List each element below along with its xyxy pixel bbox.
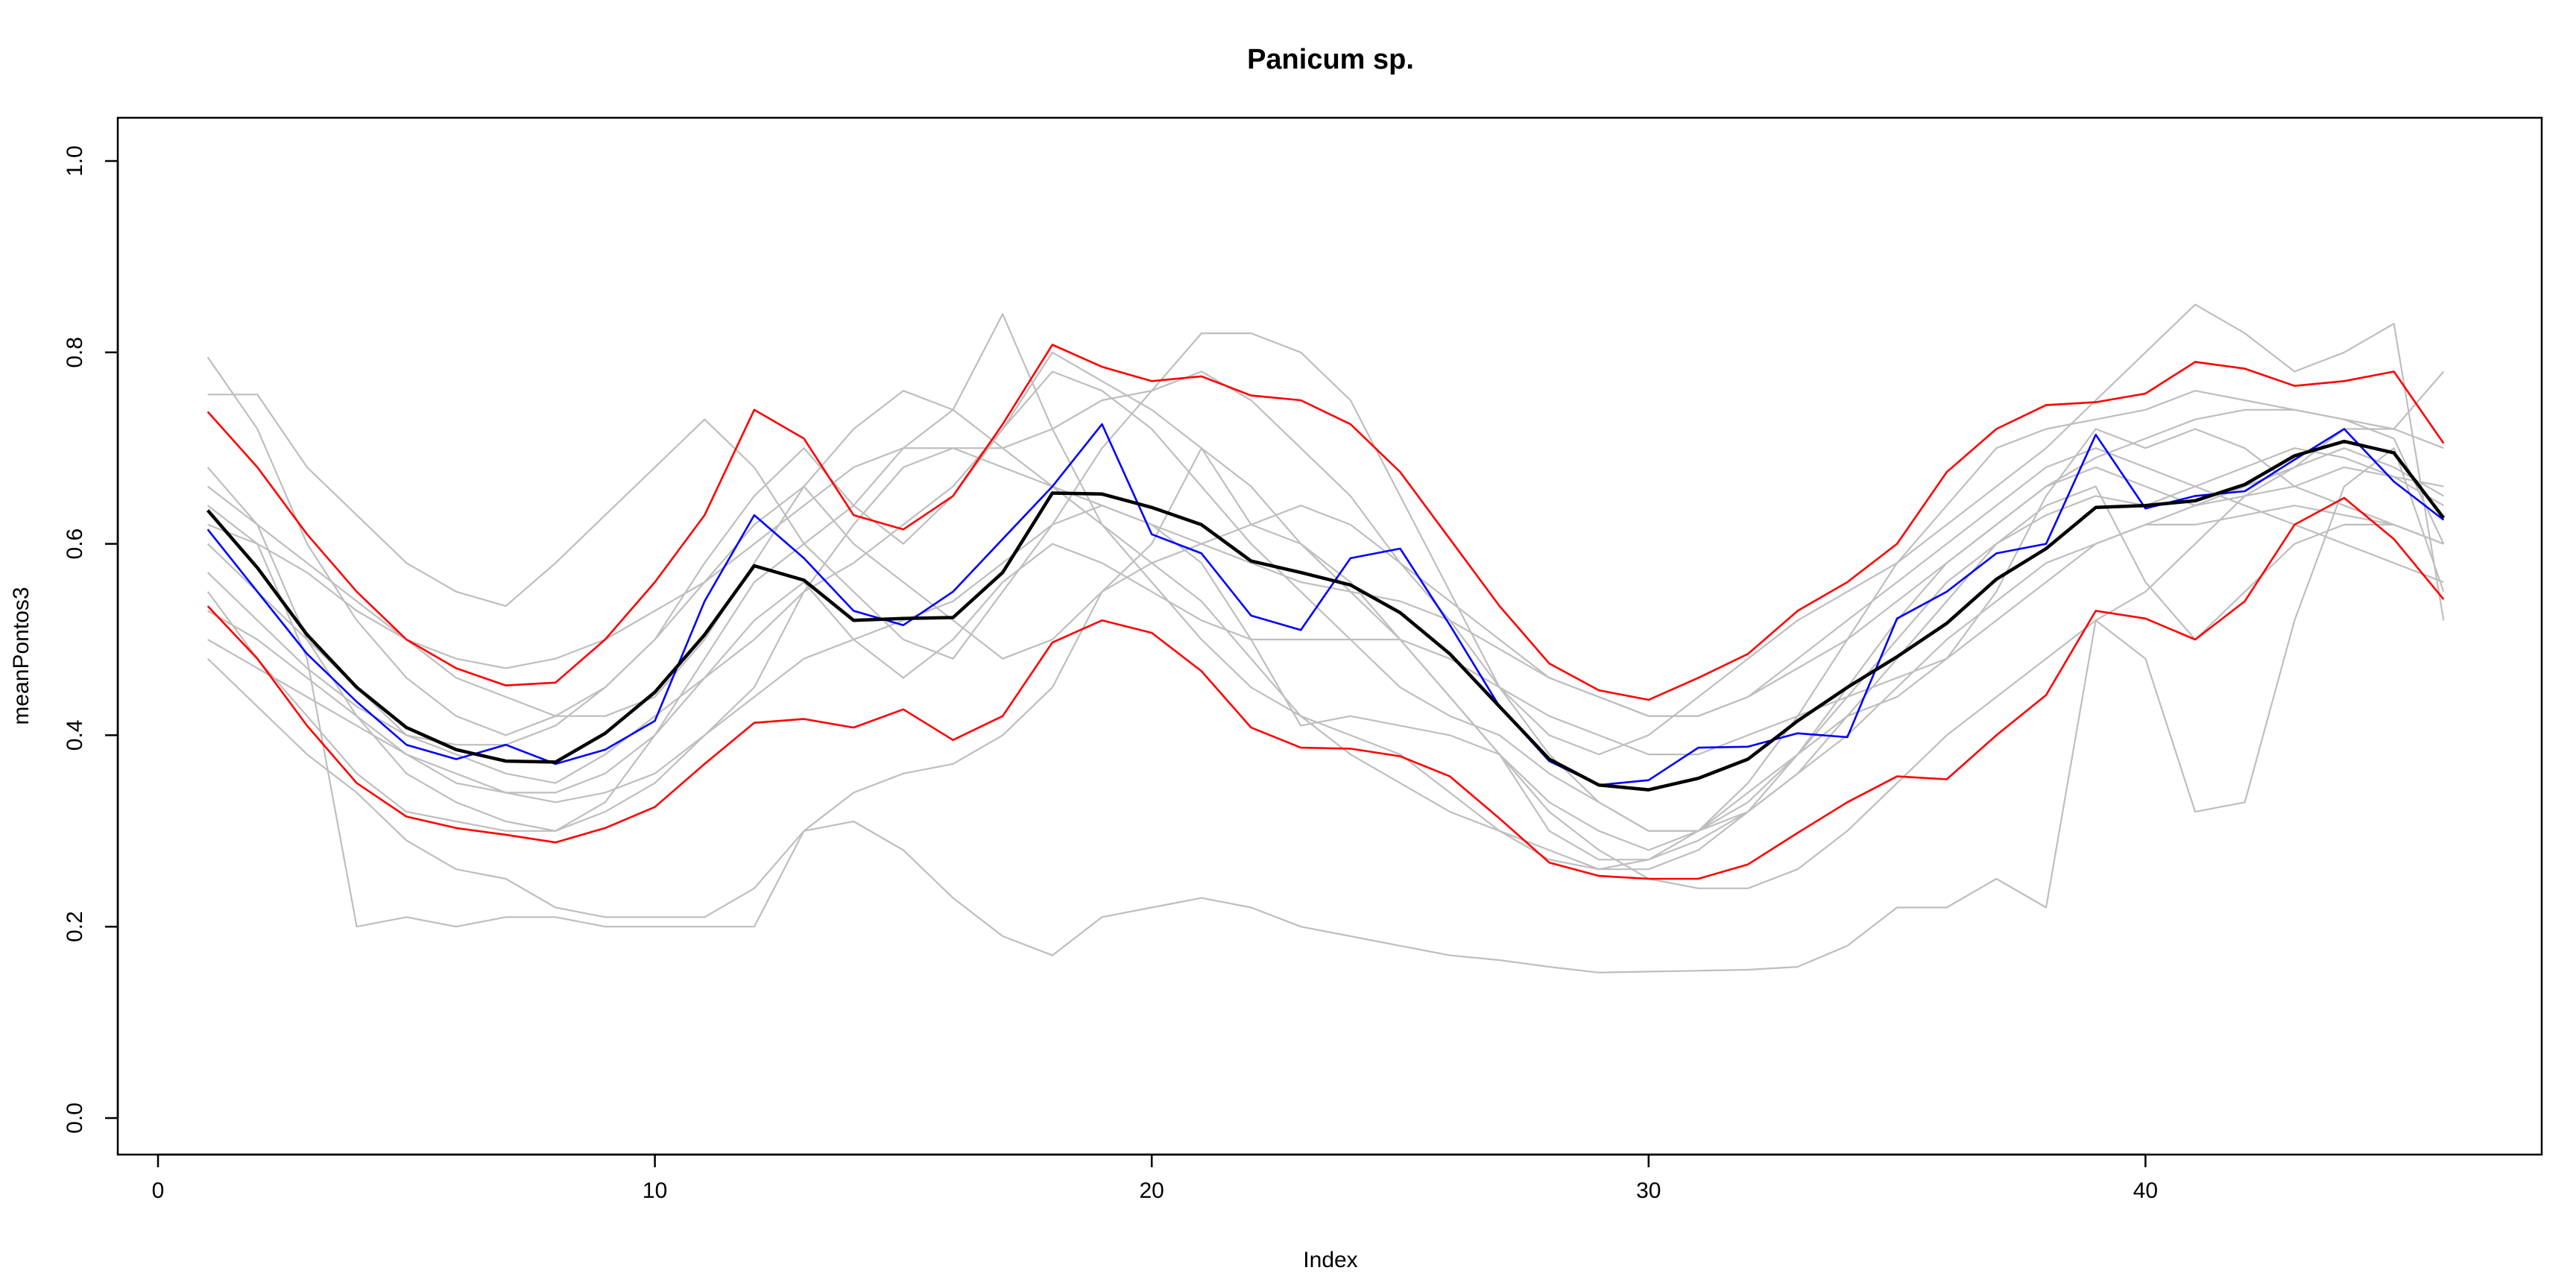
x-tick-label: 0 bbox=[152, 1178, 165, 1203]
y-tick-label: 0.6 bbox=[63, 528, 87, 560]
y-tick-label: 0.4 bbox=[63, 720, 87, 751]
chart-title: Panicum sp. bbox=[1247, 44, 1414, 75]
y-tick-label: 1.0 bbox=[63, 145, 87, 177]
x-tick-label: 10 bbox=[643, 1178, 667, 1203]
x-tick-label: 40 bbox=[2133, 1178, 2158, 1203]
y-tick-label: 0.2 bbox=[63, 911, 87, 942]
x-tick-label: 30 bbox=[1636, 1178, 1661, 1203]
x-tick-label: 20 bbox=[1140, 1178, 1164, 1203]
y-axis-label: meanPontos3 bbox=[9, 587, 34, 724]
y-tick-label: 0.0 bbox=[63, 1102, 87, 1134]
y-tick-label: 0.8 bbox=[63, 337, 87, 368]
x-axis-label: Index bbox=[1303, 1248, 1357, 1272]
